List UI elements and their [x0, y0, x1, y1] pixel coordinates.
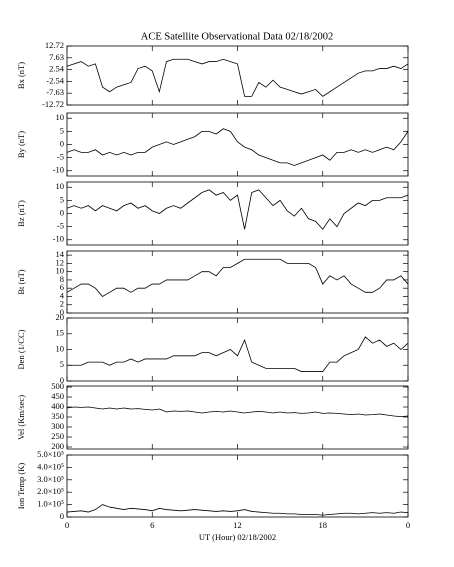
- chart-title: ACE Satellite Observational Data 02/18/2…: [141, 31, 333, 42]
- y-tick-label: 12: [56, 257, 65, 267]
- x-tick-label: 6: [150, 520, 154, 530]
- y-tick-label: 10: [56, 112, 65, 122]
- y-tick-label: 200: [51, 441, 64, 451]
- data-line: [67, 336, 409, 372]
- y-tick-label: 0: [60, 511, 64, 521]
- y-tick-label: 3.0×10⁵: [37, 474, 64, 484]
- y-axis-label: Ion Temp (K): [16, 463, 26, 510]
- y-tick-label: 20: [56, 312, 65, 322]
- y-tick-label: 0: [60, 207, 64, 217]
- x-tick-label: 12: [233, 520, 242, 530]
- data-line: [66, 258, 409, 297]
- y-tick-label: 400: [51, 401, 64, 411]
- y-tick-label: 300: [51, 421, 64, 431]
- data-line: [66, 189, 409, 230]
- y-tick-label: 6: [60, 282, 64, 292]
- y-tick-label: 5: [60, 125, 64, 135]
- y-tick-label: 0: [60, 375, 64, 385]
- y-axis-label: By (nT): [16, 131, 26, 158]
- x-tick-label: 0: [406, 520, 410, 530]
- y-tick-label: 350: [51, 411, 64, 421]
- y-tick-label: 5.0×10⁵: [37, 449, 64, 459]
- x-tick-label: 18: [319, 520, 328, 530]
- y-axis-label: Bx (nT): [16, 62, 26, 89]
- y-axis-label: Den (1/CC): [16, 329, 26, 369]
- y-tick-label: -10: [53, 165, 64, 175]
- y-tick-label: -12.72: [42, 99, 64, 109]
- x-axis-label: UT (Hour) 02/18/2002: [199, 532, 276, 542]
- y-tick-label: -2.54: [46, 75, 64, 85]
- y-tick-label: 10: [56, 343, 65, 353]
- y-tick-label: 0: [60, 138, 64, 148]
- y-tick-label: 4: [60, 290, 65, 300]
- y-tick-label: 2.54: [49, 64, 65, 74]
- y-tick-label: 12.72: [45, 40, 64, 50]
- y-tick-label: 2: [60, 299, 64, 309]
- y-tick-label: 250: [51, 431, 64, 441]
- y-tick-label: -5: [57, 221, 64, 231]
- data-line: [66, 128, 409, 166]
- y-tick-label: 1.0×10⁵: [37, 499, 64, 509]
- y-tick-label: 500: [51, 381, 64, 391]
- x-tick-label: 0: [65, 520, 69, 530]
- y-axis-label: Bz (nT): [16, 200, 26, 227]
- y-tick-label: 14: [56, 249, 65, 259]
- y-tick-label: -10: [53, 234, 64, 244]
- y-tick-label: 5: [60, 194, 64, 204]
- y-tick-label: 2.0×10⁵: [37, 486, 64, 496]
- y-tick-label: 5: [60, 359, 64, 369]
- y-axis-label: Bt (nT): [16, 269, 26, 294]
- y-tick-label: -5: [57, 152, 64, 162]
- y-tick-label: 8: [60, 274, 64, 284]
- y-tick-label: 7.63: [49, 52, 64, 62]
- y-axis-label: Vel (Km/sec): [16, 395, 26, 440]
- y-tick-label: 450: [51, 391, 64, 401]
- y-tick-label: 4.0×10⁵: [37, 461, 64, 471]
- data-line: [66, 58, 409, 97]
- y-tick-label: 0: [60, 307, 64, 317]
- y-tick-label: 10: [56, 181, 65, 191]
- y-tick-label: -7.63: [46, 87, 64, 97]
- y-tick-label: 15: [56, 328, 65, 338]
- data-line: [66, 406, 409, 418]
- data-line: [66, 504, 409, 516]
- y-tick-label: 10: [56, 266, 65, 276]
